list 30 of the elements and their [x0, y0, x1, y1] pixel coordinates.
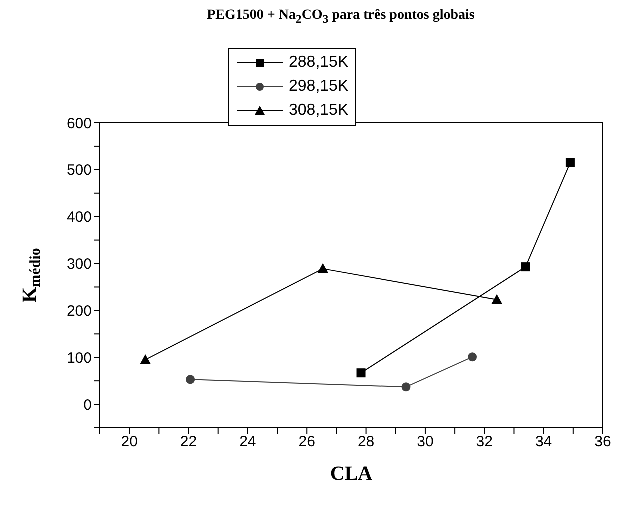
point	[356, 368, 366, 378]
x-tick-label: 34	[535, 434, 552, 451]
x-tick-label: 32	[476, 434, 493, 451]
chart-title: PEG1500 + Na$_{2}$CO$_{3}$ para três pontos globais	[206, 8, 476, 28]
x-tick-label: 36	[594, 434, 612, 451]
y-tick-label: 0	[84, 396, 92, 414]
x-tick-label: 26	[298, 434, 316, 451]
x-tick-label: 24	[240, 434, 256, 451]
y-tick-label: 500	[66, 162, 92, 180]
point	[492, 294, 503, 304]
point	[186, 375, 196, 384]
x-tick-label: 22	[180, 434, 198, 451]
y-tick-label: 200	[66, 303, 92, 320]
legend-label: 298,15K	[289, 78, 349, 96]
y-tick-label: 100	[66, 350, 92, 367]
x-tick-label: 20	[121, 434, 138, 451]
point	[402, 382, 411, 392]
y-tick-label: 300	[66, 256, 92, 274]
point	[521, 262, 530, 272]
x-axis-title: CLA	[330, 463, 374, 485]
legend-label: 288,15K	[289, 54, 349, 72]
x-tick-label: 30	[417, 434, 434, 451]
y-tick-label: 600	[66, 115, 92, 132]
point	[566, 158, 575, 168]
legend-label: 308,15K	[289, 102, 349, 120]
point	[140, 354, 152, 364]
point	[468, 352, 478, 362]
y-tick-label: 400	[66, 209, 92, 226]
point	[318, 263, 329, 274]
x-tick-label: 28	[358, 434, 375, 451]
